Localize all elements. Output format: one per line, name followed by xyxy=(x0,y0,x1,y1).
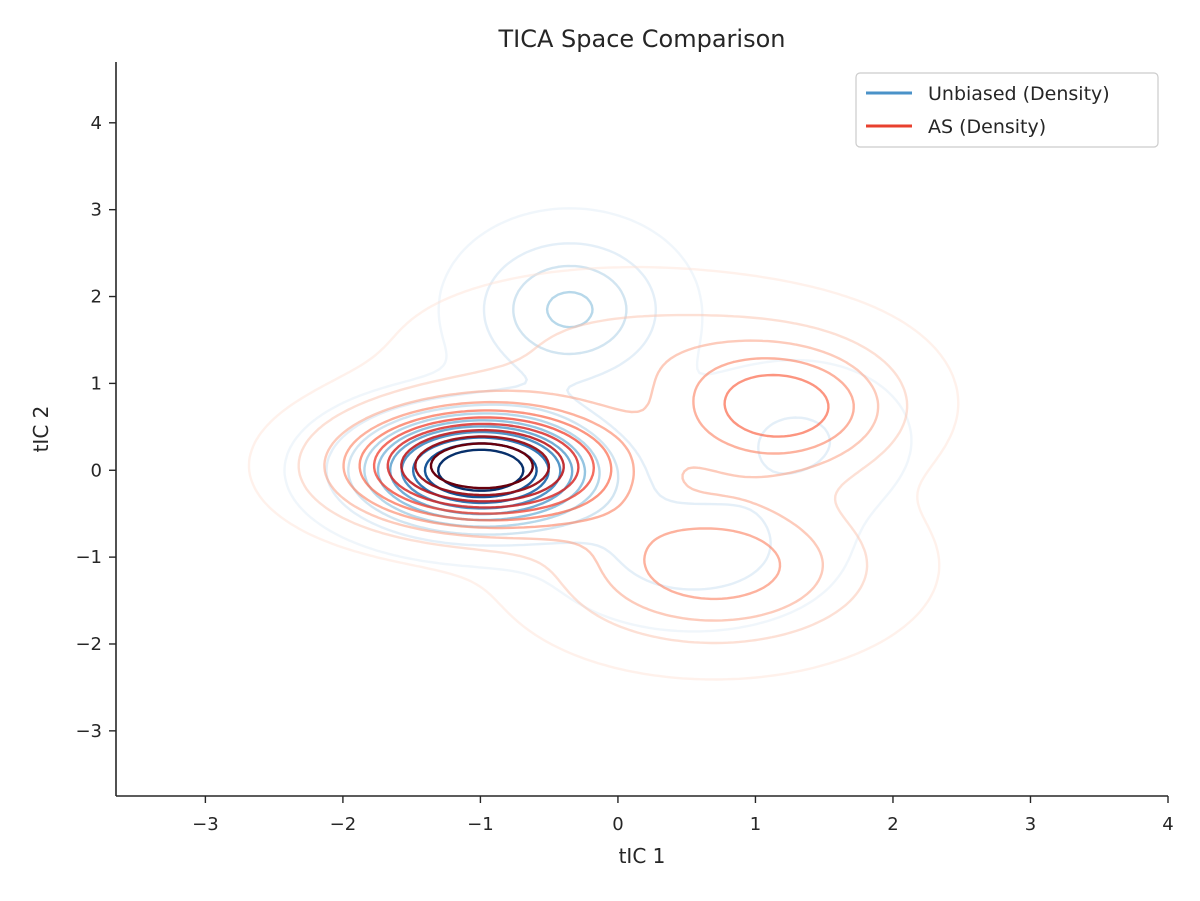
x-axis-label: tIC 1 xyxy=(619,844,666,868)
as-contour-level-5 xyxy=(358,373,830,522)
as-contour-level-7 xyxy=(386,422,580,509)
x-tick-label: 1 xyxy=(750,814,761,835)
y-tick-label: 2 xyxy=(91,287,102,308)
y-tick-label: 3 xyxy=(91,200,102,221)
chart-title: TICA Space Comparison xyxy=(497,25,785,53)
as-contour-level-8 xyxy=(400,428,565,503)
legend-box xyxy=(855,72,1159,148)
y-tick-label: −2 xyxy=(75,634,102,655)
x-tick-label: 4 xyxy=(1162,814,1173,835)
unbiased-density-contours xyxy=(283,207,913,633)
x-tick-label: 2 xyxy=(887,814,898,835)
x-tick-label: −1 xyxy=(467,814,494,835)
x-axis-ticks: −3 −2 −1 0 1 2 3 4 xyxy=(192,796,1174,835)
y-tick-label: 0 xyxy=(91,460,102,481)
unbiased-contour-level-3 xyxy=(347,264,628,536)
as-contour-level-10 xyxy=(429,442,534,490)
y-tick-label: −3 xyxy=(75,721,102,742)
as-density-contours xyxy=(247,265,960,681)
y-tick-label: 1 xyxy=(91,373,102,394)
legend-label-unbiased: Unbiased (Density) xyxy=(928,83,1110,105)
y-axis-ticks: −3 −2 −1 0 1 2 3 4 xyxy=(75,113,116,742)
x-tick-label: 0 xyxy=(612,814,623,835)
legend: Unbiased (Density) AS (Density) xyxy=(855,72,1159,148)
x-tick-label: −2 xyxy=(330,814,357,835)
x-tick-label: −3 xyxy=(192,814,219,835)
as-contour-level-3 xyxy=(323,339,880,622)
as-contour-level-6 xyxy=(372,416,595,515)
y-tick-label: −1 xyxy=(75,547,102,568)
y-axis-label: tIC 2 xyxy=(29,406,53,453)
unbiased-contour-level-1 xyxy=(283,207,913,633)
as-contour-level-9 xyxy=(414,435,551,497)
legend-label-as: AS (Density) xyxy=(928,116,1046,138)
as-contour-level-2 xyxy=(297,313,909,645)
as-contour-level-4 xyxy=(342,357,855,601)
y-tick-label: 4 xyxy=(91,113,102,134)
as-contour-level-1 xyxy=(247,265,960,681)
x-tick-label: 3 xyxy=(1025,814,1036,835)
